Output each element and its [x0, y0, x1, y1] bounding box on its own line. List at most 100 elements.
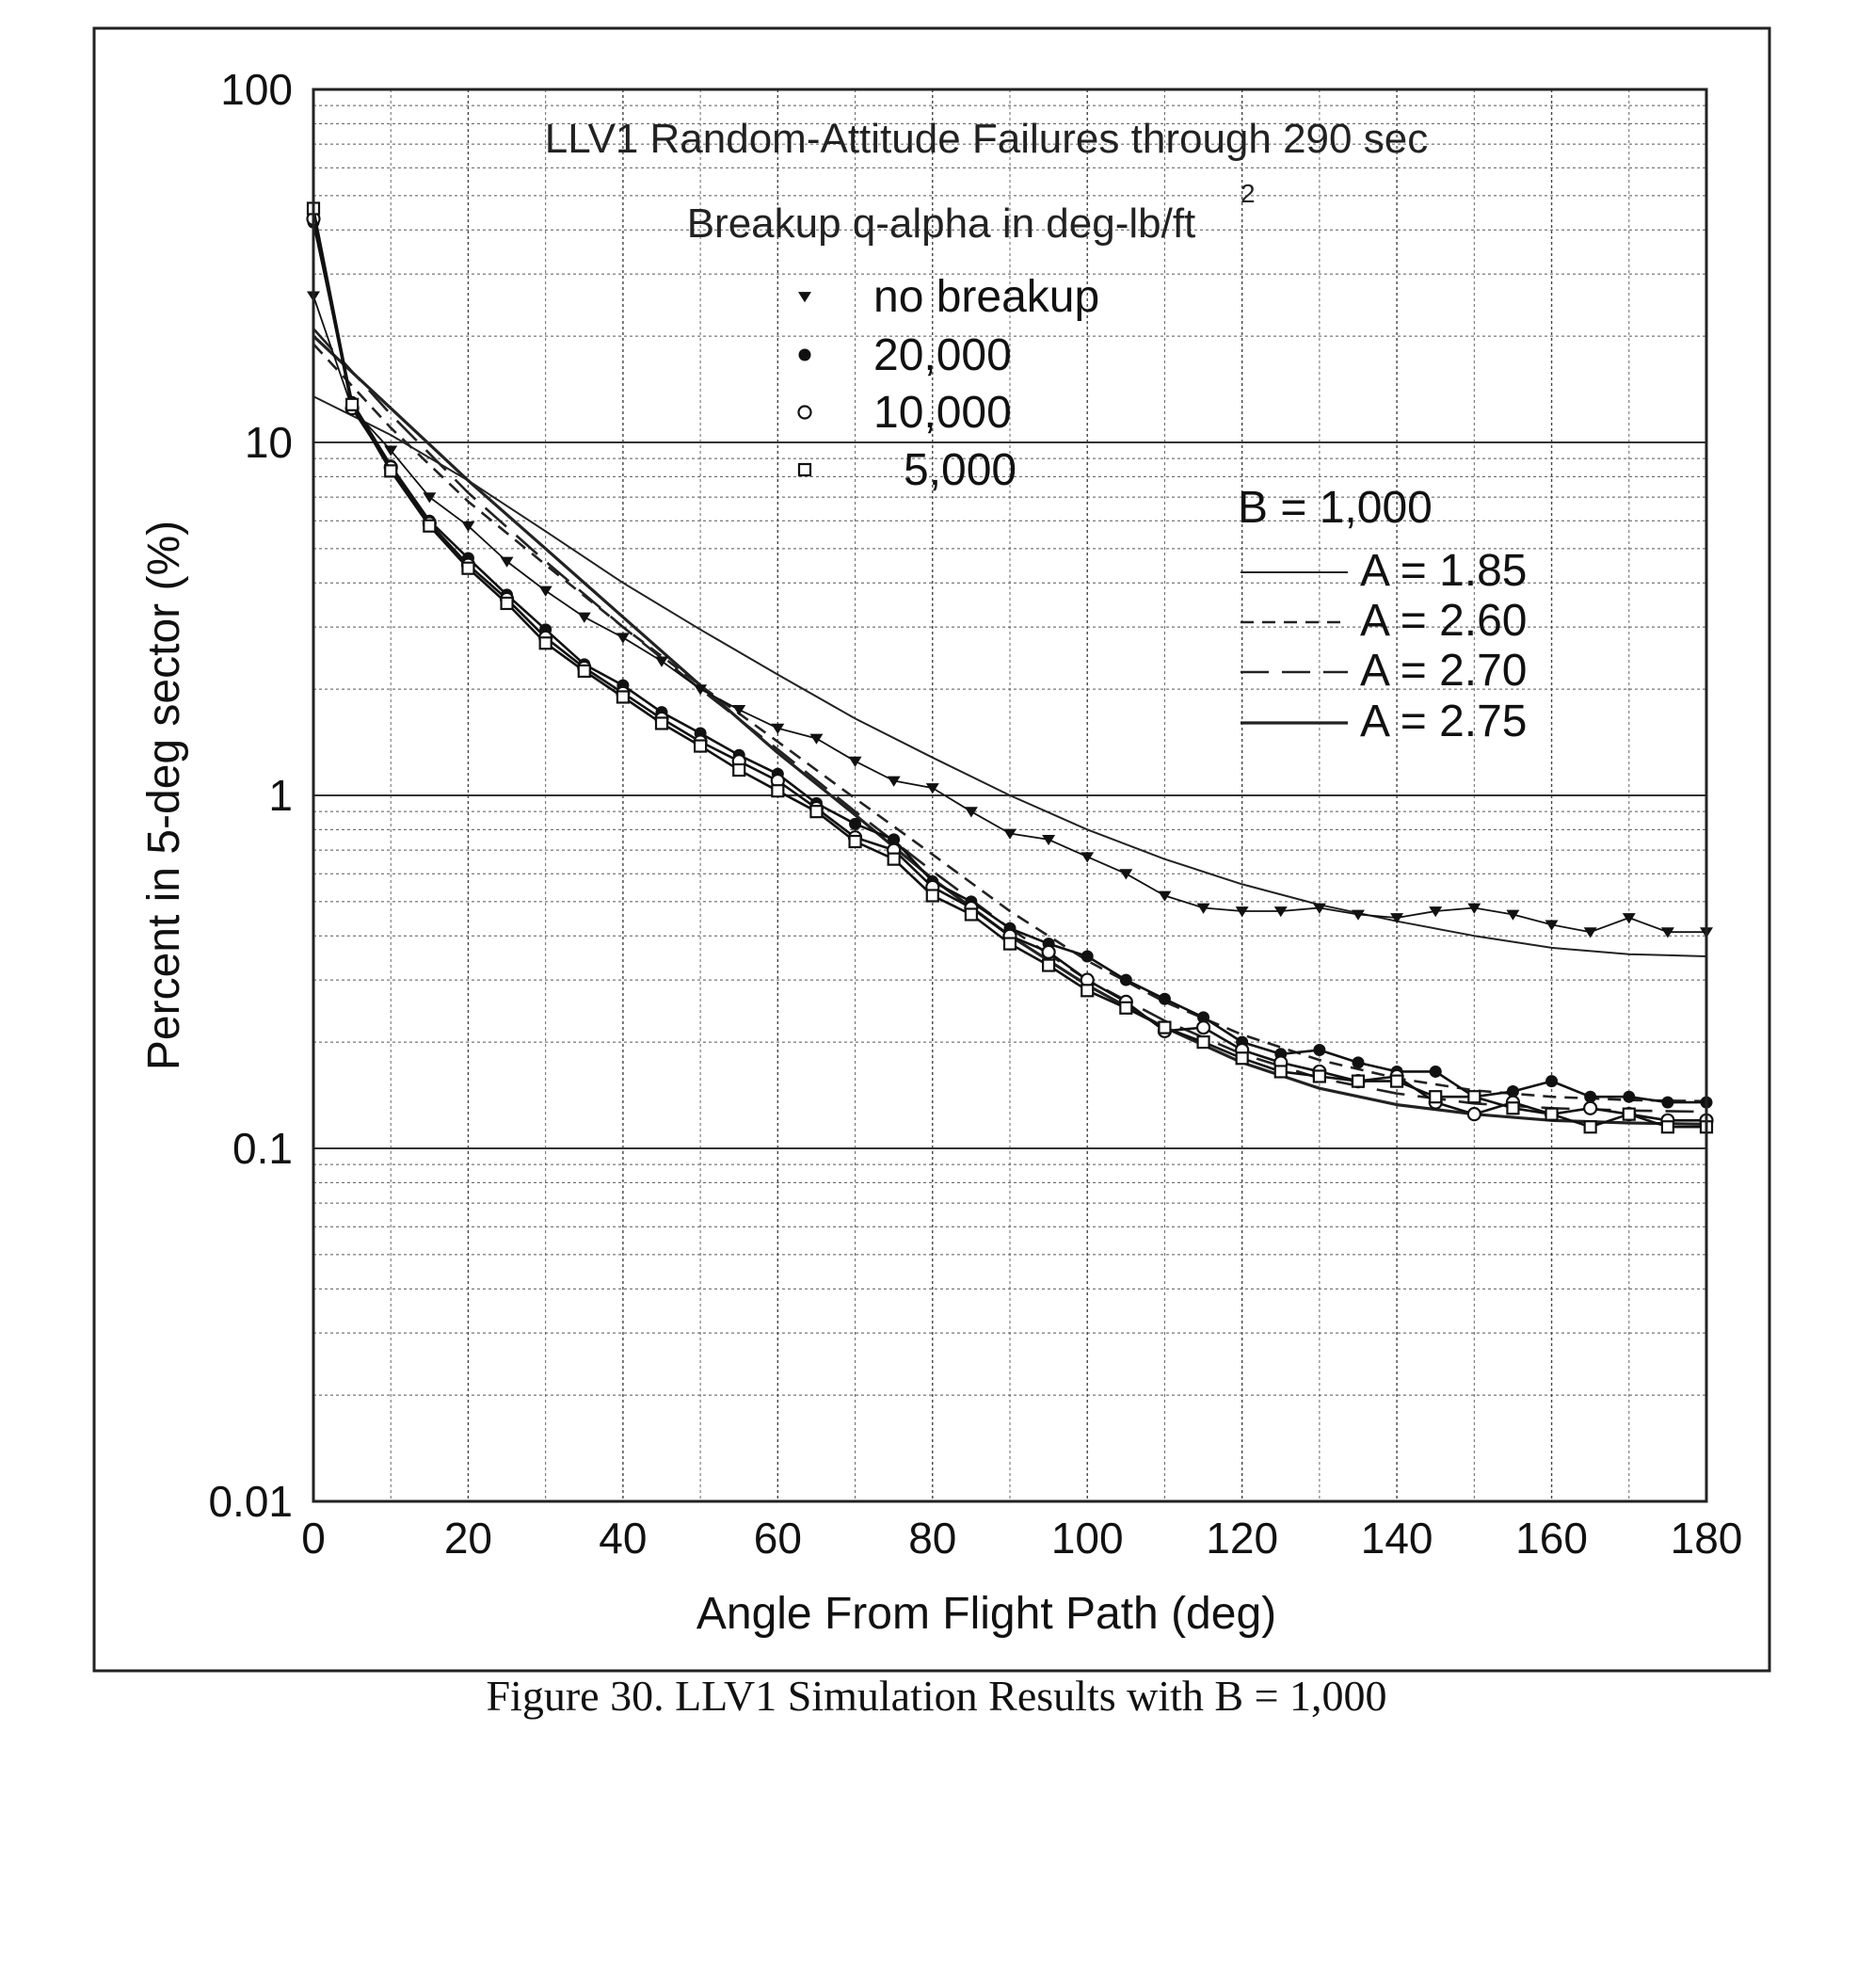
- x-tick-label: 140: [1361, 1514, 1433, 1563]
- legend-label: A = 1.85: [1360, 546, 1528, 596]
- y-tick-label: 10: [245, 418, 293, 467]
- point-open-square: [1390, 1074, 1404, 1088]
- x-tick-label: 100: [1051, 1514, 1124, 1563]
- point-triangle-down: [616, 633, 630, 644]
- point-triangle-down: [384, 445, 398, 457]
- x-tick-label: 20: [444, 1514, 492, 1563]
- figure-frame: [92, 26, 1771, 1673]
- point-open-circle: [1583, 1100, 1598, 1115]
- point-filled-circle: [1197, 1011, 1210, 1024]
- point-triangle-down: [848, 756, 862, 767]
- point-open-square: [538, 636, 552, 650]
- point-triangle-down: [1235, 906, 1249, 918]
- point-filled-circle: [1081, 950, 1094, 963]
- point-triangle-down: [694, 684, 708, 696]
- x-tick-label: 60: [754, 1514, 802, 1563]
- point-filled-circle: [1313, 1043, 1326, 1056]
- point-triangle-down: [1081, 852, 1095, 863]
- fit-curve-short-dash: [312, 343, 1707, 1103]
- point-triangle-down: [538, 585, 552, 597]
- point-triangle-down: [1196, 903, 1210, 914]
- point-triangle-down: [964, 807, 978, 818]
- point-open-square: [1429, 1090, 1443, 1104]
- point-filled-circle: [1429, 1065, 1442, 1078]
- legend-label: 5,000: [904, 445, 1017, 495]
- y-tick-label: 1: [268, 771, 293, 820]
- point-open-square: [345, 397, 360, 411]
- point-triangle-down: [500, 556, 514, 568]
- point-triangle-down: [1506, 909, 1520, 921]
- marker-legend: no breakup 20,000 10,000 5,000: [797, 272, 1099, 495]
- point-open-square: [1660, 1120, 1674, 1134]
- point-filled-circle: [1352, 1056, 1365, 1069]
- point-filled-circle: [1119, 973, 1132, 986]
- plot-area-border: [312, 88, 1708, 1503]
- point-filled-circle: [849, 817, 862, 830]
- legend-marker-triangle-down: [798, 292, 811, 303]
- point-triangle-down: [1467, 903, 1481, 914]
- point-open-square: [809, 805, 824, 819]
- point-triangle-down: [809, 733, 824, 745]
- point-open-square: [423, 519, 437, 533]
- point-triangle-down: [655, 656, 668, 667]
- x-tick-label: 0: [301, 1514, 326, 1563]
- point-open-square: [1351, 1074, 1366, 1088]
- point-open-square: [1119, 1001, 1133, 1015]
- point-triangle-down: [1622, 913, 1636, 924]
- point-filled-circle: [1506, 1084, 1519, 1098]
- point-open-square: [732, 762, 746, 778]
- fit-legend-title: B = 1,000: [1238, 483, 1433, 533]
- point-open-square: [384, 464, 398, 478]
- fit-curve-thin: [312, 395, 1707, 957]
- legend-label: 10,000: [873, 388, 1012, 438]
- point-filled-circle: [1545, 1075, 1559, 1088]
- point-open-square: [848, 834, 862, 849]
- legend-label: A = 2.70: [1360, 646, 1528, 696]
- figure-caption: Figure 30. LLV1 Simulation Results with …: [486, 1672, 1387, 1720]
- point-open-square: [1081, 984, 1095, 998]
- point-open-square: [1583, 1120, 1597, 1134]
- point-filled-circle: [1584, 1090, 1597, 1103]
- point-triangle-down: [732, 704, 746, 716]
- y-tick-label: 100: [220, 65, 293, 114]
- point-triangle-down: [1583, 927, 1597, 938]
- x-tick-label: 160: [1515, 1514, 1588, 1563]
- x-tick-label: 120: [1206, 1514, 1278, 1563]
- point-filled-circle: [1661, 1096, 1674, 1109]
- point-open-square: [1506, 1101, 1520, 1115]
- point-open-square: [964, 907, 978, 922]
- point-open-square: [694, 739, 708, 753]
- point-open-circle: [1466, 1107, 1481, 1122]
- point-triangle-down: [1312, 903, 1326, 914]
- point-open-square: [577, 664, 591, 679]
- point-triangle-down: [887, 776, 901, 787]
- point-open-square: [1622, 1107, 1636, 1121]
- tick-labels: 0 20 40 60 80 100 120 140 160 180 0.01 0.1 1 10 100: [208, 65, 1742, 1563]
- legend-marker-open-circle: [797, 405, 812, 420]
- legend-marker-open-square: [797, 462, 812, 477]
- point-filled-circle: [1623, 1090, 1636, 1103]
- y-tick-label: 0.01: [208, 1477, 293, 1526]
- point-triangle-down: [577, 612, 591, 623]
- legend-marker-filled-circle: [798, 348, 811, 361]
- legend-label: 20,000: [873, 330, 1012, 380]
- point-triangle-down: [1352, 909, 1365, 921]
- point-triangle-down: [423, 492, 437, 504]
- point-triangle-down: [925, 783, 939, 794]
- chart-title: LLV1 Random-Attitude Failures through 29…: [545, 116, 1428, 162]
- point-triangle-down: [1119, 869, 1133, 880]
- point-open-square: [654, 716, 669, 730]
- point-open-square: [1312, 1069, 1326, 1083]
- point-open-square: [1196, 1035, 1210, 1050]
- point-open-square: [887, 852, 901, 866]
- legend-label: A = 2.60: [1360, 596, 1528, 646]
- legend-label: A = 2.75: [1360, 697, 1528, 746]
- point-open-circle: [1041, 944, 1056, 959]
- point-open-square: [461, 561, 475, 575]
- point-triangle-down: [1273, 906, 1288, 918]
- point-open-circle: [1195, 1019, 1211, 1035]
- y-axis-label: Percent in 5-deg sector (%): [139, 521, 189, 1070]
- point-open-square: [925, 889, 939, 903]
- point-open-square: [1545, 1107, 1559, 1121]
